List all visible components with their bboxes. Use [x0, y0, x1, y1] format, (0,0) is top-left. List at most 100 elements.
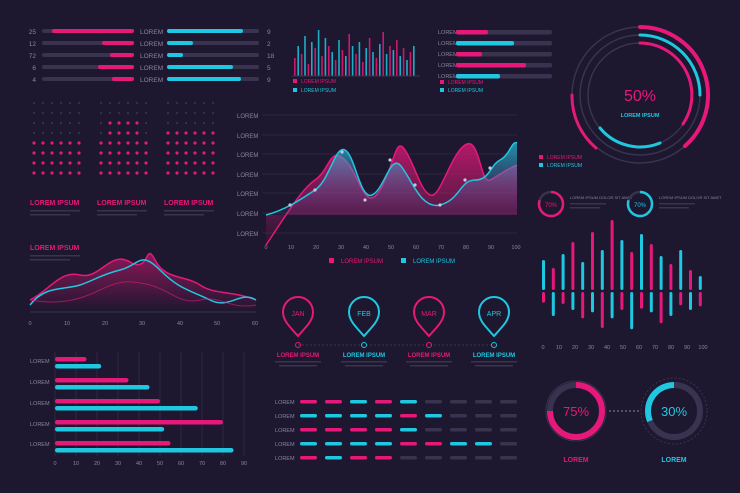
dot-mark — [175, 151, 179, 155]
dot-mark — [41, 121, 45, 125]
dot-mark — [59, 171, 63, 175]
mini-legend-label: LOREM IPSUM — [301, 88, 336, 94]
dot-mark — [135, 121, 139, 125]
dot-mark — [108, 161, 112, 165]
mini-bar — [307, 64, 310, 76]
timeline-caption: LOREM IPSUM — [473, 353, 515, 359]
vbars-x-tick: 90 — [684, 345, 690, 351]
dot-mark — [50, 101, 54, 105]
dash-labels: LOREM LOREM LOREM LOREM LOREM — [275, 400, 295, 462]
small-ring-value: 70% — [545, 203, 558, 209]
mini-bar — [358, 42, 361, 76]
center-x-tick: 0 — [264, 245, 267, 251]
center-x-tick: 100 — [511, 245, 520, 251]
wave-area-pink — [30, 253, 256, 312]
dot-mark — [68, 121, 72, 125]
mini-bar — [365, 48, 367, 76]
dot-mark — [32, 131, 36, 135]
dot-mark — [211, 101, 215, 105]
dot-mark — [99, 131, 103, 135]
dash-segment — [375, 400, 392, 404]
dot-mark — [126, 101, 130, 105]
dot-mark — [144, 101, 148, 105]
mini-bar — [389, 46, 391, 76]
right-list-fill — [456, 41, 514, 46]
legend-swatch-pink — [293, 79, 297, 83]
mini-bar — [341, 50, 344, 76]
dot-mark — [99, 141, 103, 145]
dot-mark — [32, 171, 36, 175]
dash-segment — [325, 428, 342, 432]
timeline-pin[interactable]: JAN LOREM IPSUM — [275, 296, 321, 367]
dash-segment — [400, 428, 417, 432]
center-y-label: LOREM — [237, 232, 258, 238]
hbar-label: LOREM — [30, 422, 50, 428]
legend-swatch-pink — [440, 80, 444, 84]
center-line-pink — [265, 142, 518, 246]
mini-bar — [311, 42, 313, 76]
dot-mark — [117, 151, 121, 155]
dot-mark — [144, 131, 148, 135]
right-list-fill — [456, 52, 482, 57]
top-bar-left-num: 4 — [32, 77, 36, 84]
timeline-pin[interactable]: APR LOREM IPSUM — [471, 296, 517, 367]
top-bar-left-num: 25 — [29, 29, 37, 36]
timeline-pin[interactable]: MAR LOREM IPSUM — [406, 296, 452, 367]
dot-mark — [50, 131, 54, 135]
wave-x-tick: 60 — [252, 321, 258, 327]
vbar-down — [669, 292, 673, 316]
dot-mark — [135, 111, 139, 115]
vbar-down — [689, 292, 692, 310]
right-list-fill — [456, 74, 500, 79]
center-y-label: LOREM — [237, 134, 258, 140]
vbars-x-tick: 60 — [636, 345, 642, 351]
center-area-chart: LOREM LOREM LOREM LOREM LOREM LOREM LORE… — [237, 114, 521, 265]
dot-mark — [193, 141, 197, 145]
dot-mark — [175, 161, 179, 165]
dash-segment — [400, 442, 417, 446]
center-y-label: LOREM — [237, 212, 258, 218]
vbar-up — [571, 242, 575, 290]
dot-mark — [108, 131, 112, 135]
center-x-tick: 60 — [413, 245, 419, 251]
top-bar-label: LOREM — [140, 77, 163, 84]
wave-x-tick: 0 — [28, 321, 31, 327]
hbar-x-tick: 60 — [178, 461, 184, 467]
dash-segment — [450, 400, 467, 404]
dot-mark — [175, 131, 179, 135]
hbar-cyan — [55, 364, 102, 369]
center-y-label: LOREM — [237, 153, 258, 159]
dot-sublines — [30, 210, 214, 216]
ring-legend-pink: LOREM IPSUM — [547, 155, 582, 161]
dot-mark — [41, 151, 45, 155]
dash-segment — [475, 414, 492, 418]
hbar-cyan — [55, 448, 234, 453]
vbar-up — [591, 232, 594, 290]
dot-mark — [175, 111, 179, 115]
dot-mark — [77, 151, 81, 155]
dash-segment — [425, 442, 442, 446]
dot-mark — [77, 101, 81, 105]
wave-line-cyan — [29, 259, 257, 306]
dot-mark — [175, 101, 179, 105]
timeline-pin[interactable]: FEB LOREM IPSUM — [341, 296, 387, 367]
hbar-x-tick: 80 — [220, 461, 226, 467]
mini-bar — [372, 52, 374, 76]
center-x-tick: 20 — [313, 245, 319, 251]
vbars-x-tick: 0 — [541, 345, 544, 351]
top-bars-row: 12 LOREM 2 — [29, 41, 271, 48]
dot-mark — [50, 111, 54, 115]
center-x-tick: 30 — [338, 245, 344, 251]
dash-label: LOREM — [275, 400, 295, 406]
hbar-x-tick: 0 — [53, 461, 56, 467]
vbar-up — [698, 276, 702, 290]
ring-progress-cyan — [645, 382, 675, 423]
dash-segment — [350, 414, 367, 418]
dot-mark — [68, 131, 72, 135]
hbar-x-tick: 50 — [157, 461, 163, 467]
dot-mark — [144, 171, 148, 175]
dash-segment — [300, 414, 317, 418]
dot-mark — [126, 141, 130, 145]
dot-mark — [202, 171, 206, 175]
